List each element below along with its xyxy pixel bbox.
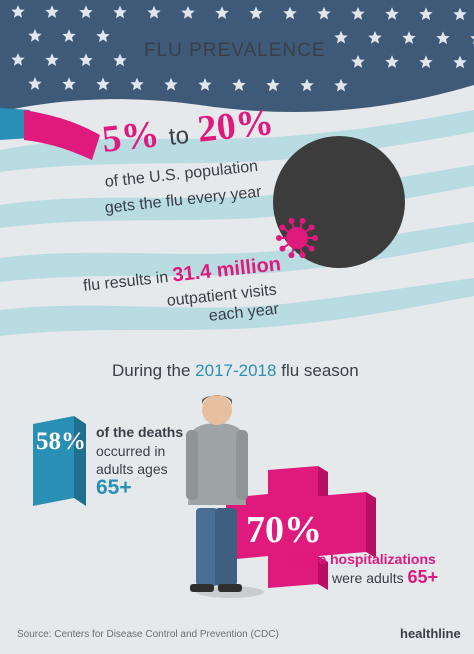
star-icon <box>79 5 93 19</box>
page-title: FLU PREVALENCE <box>144 40 326 61</box>
star-icon <box>453 55 467 69</box>
wave-teal-bar <box>0 108 30 140</box>
star-icon <box>130 77 144 91</box>
flag-stripe <box>0 165 474 228</box>
stat-population-to: to <box>167 121 191 151</box>
season-years: 2017-2018 <box>195 361 277 380</box>
virus-spike-tip <box>288 217 295 224</box>
virus-icon <box>276 217 318 259</box>
star-icon <box>28 29 42 42</box>
virus-spike-tip <box>308 224 315 231</box>
star-icon <box>283 6 297 20</box>
star-icon <box>419 55 433 69</box>
star-icon <box>96 29 110 43</box>
hospital-line2-text: were adults <box>332 570 404 586</box>
flag-stripe <box>0 222 474 282</box>
red-cross-icon <box>226 466 376 590</box>
star-icon <box>113 53 127 67</box>
deaths-line2: occurred in <box>96 443 166 459</box>
star-icon <box>11 5 25 18</box>
season-heading: During the 2017-2018 flu season <box>112 361 359 381</box>
flag-stripe <box>0 110 474 172</box>
star-icon <box>351 7 365 20</box>
stat-population-high: 20% <box>195 101 276 151</box>
virus-spike-tip <box>312 235 318 241</box>
star-icon <box>62 29 76 42</box>
star-icon <box>215 6 229 19</box>
star-icon <box>62 77 76 90</box>
person-illustration <box>186 395 264 598</box>
star-icon <box>334 30 348 44</box>
virus-spike-tip <box>288 252 295 259</box>
star-icon <box>300 78 314 92</box>
virus-spike-tip <box>299 217 306 224</box>
deaths-bar <box>33 416 86 506</box>
hospital-percent: 70% <box>246 509 322 551</box>
star-icon <box>147 5 161 19</box>
star-icon <box>96 77 110 91</box>
star-icon <box>28 77 42 90</box>
star-icon <box>385 7 399 20</box>
star-icon <box>402 31 416 44</box>
star-icon <box>351 55 365 68</box>
season-suffix: flu season <box>281 361 359 380</box>
deaths-percent: 58% <box>36 428 86 455</box>
virus-spike-tip <box>279 224 286 231</box>
star-icon <box>232 78 246 91</box>
star-icon <box>45 53 59 66</box>
star-icon <box>198 78 212 91</box>
star-icon <box>113 5 127 19</box>
flag-stars <box>11 5 474 92</box>
star-icon <box>266 78 280 92</box>
virus-spike-tip <box>299 252 306 259</box>
star-icon <box>436 31 450 45</box>
virus-spike-tip <box>279 245 286 252</box>
star-icon <box>453 7 467 21</box>
hospital-line2: were adults 65+ <box>332 567 438 588</box>
brand-logo: healthline <box>400 626 461 641</box>
flag-stripe <box>0 278 474 336</box>
star-icon <box>470 36 474 45</box>
star-icon <box>45 5 59 18</box>
virus-ball <box>273 136 405 268</box>
hospital-age: 65+ <box>407 567 439 587</box>
star-icon <box>334 78 348 92</box>
season-prefix: During the <box>112 361 191 380</box>
star-icon <box>11 53 25 66</box>
deaths-line1: of the deaths <box>96 424 184 440</box>
stat-population-low: 5% <box>100 113 162 161</box>
star-icon <box>164 77 178 91</box>
virus-spike-tip <box>308 245 315 252</box>
star-icon <box>419 7 433 21</box>
source-credit: Source: Centers for Disease Control and … <box>17 629 279 640</box>
star-icon <box>249 6 263 20</box>
star-icon <box>385 55 399 68</box>
deaths-age: 65+ <box>96 476 132 499</box>
virus-spike-tip <box>276 235 282 241</box>
star-icon <box>368 31 382 44</box>
wave-magenta-bar <box>24 110 100 160</box>
hospital-line1: of the hospitalizations <box>288 551 436 567</box>
star-icon <box>79 53 93 67</box>
deaths-line3: adults ages <box>96 461 168 477</box>
flag-star-field <box>0 0 474 113</box>
star-icon <box>181 6 195 19</box>
star-icon <box>317 6 331 20</box>
